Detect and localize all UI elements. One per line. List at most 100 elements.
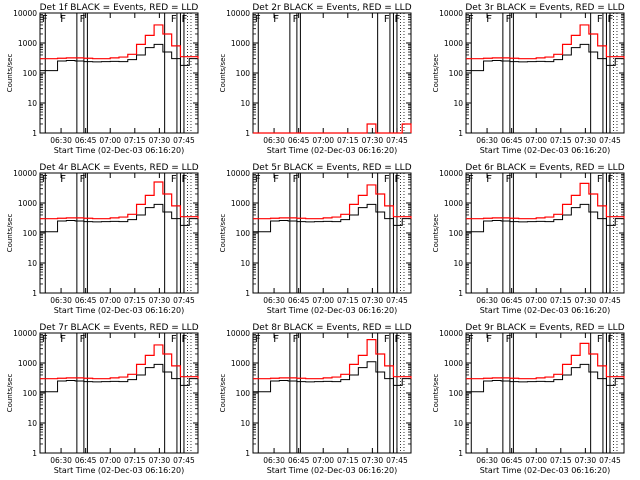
y-axis-label: Counts/sec	[6, 374, 14, 413]
chart-title: Det 5r BLACK = Events, RED = LLD	[252, 163, 411, 173]
flag-label: F	[171, 174, 177, 185]
flag-label: F	[468, 334, 474, 345]
x-tick-label: 06:30	[50, 296, 72, 305]
plot-frame	[465, 172, 625, 294]
x-tick-label: 07:45	[173, 136, 195, 145]
x-tick-label: 07:30	[362, 296, 384, 305]
series-line-lld	[253, 123, 412, 134]
flag-label: F	[394, 14, 400, 25]
x-tick-label: 07:15	[124, 296, 146, 305]
y-tick-label: 100	[449, 389, 464, 398]
flag-label: F	[80, 174, 86, 185]
flag-label: F	[273, 334, 279, 345]
x-axis-label: Start Time (02-Dec-03 06:16:20)	[54, 466, 185, 475]
flag-label: F	[60, 334, 66, 345]
x-tick-label: 07:30	[149, 296, 171, 305]
chart-panel-9: Det 9r BLACK = Events, RED = LLD 1 10 100 10…	[432, 323, 625, 475]
series-line-events	[253, 203, 412, 233]
x-tick-label: 07:00	[525, 456, 547, 465]
y-tick-label: 100	[23, 389, 38, 398]
x-tick-label: 06:45	[75, 456, 97, 465]
flag-label: F	[486, 14, 492, 25]
y-tick-label: 10	[27, 419, 37, 428]
y-tick-label: 1000	[231, 359, 250, 368]
chart-panel-6: Det 6r BLACK = Events, RED = LLD 1 10 100 10…	[432, 163, 625, 315]
y-tick-label: 100	[449, 229, 464, 238]
plot-frame	[465, 332, 625, 454]
flag-label: F	[171, 14, 177, 25]
plot-frame	[465, 12, 625, 134]
flag-label: F	[42, 334, 48, 345]
flag-label: F	[42, 14, 48, 25]
y-tick-label: 10	[27, 259, 37, 268]
y-tick-label: 1000	[444, 39, 463, 48]
y-tick-label: 10000	[13, 329, 37, 338]
flag-label: F	[293, 174, 299, 185]
x-tick-label: 07:45	[599, 136, 621, 145]
x-tick-label: 06:45	[75, 136, 97, 145]
chart-title: Det 6r BLACK = Events, RED = LLD	[465, 163, 624, 173]
flag-label: F	[60, 174, 66, 185]
x-tick-label: 06:30	[476, 136, 498, 145]
x-tick-label: 06:45	[75, 296, 97, 305]
x-axis-label: Start Time (02-Dec-03 06:16:20)	[480, 146, 611, 155]
y-axis-label: Counts/sec	[432, 374, 440, 413]
y-tick-label: 100	[236, 229, 251, 238]
x-axis-label: Start Time (02-Dec-03 06:16:20)	[267, 306, 398, 315]
x-tick-label: 06:45	[288, 456, 310, 465]
x-tick-label: 07:30	[362, 456, 384, 465]
x-tick-label: 07:15	[550, 456, 572, 465]
x-tick-label: 07:30	[149, 136, 171, 145]
x-tick-label: 06:45	[288, 136, 310, 145]
plot-frame	[252, 332, 412, 454]
x-tick-label: 07:00	[312, 136, 334, 145]
series-line-events	[466, 43, 625, 72]
flag-label: F	[506, 334, 512, 345]
series-line-events	[253, 361, 412, 393]
flag-label: F	[181, 334, 187, 345]
y-axis-label: Counts/sec	[6, 54, 14, 93]
plot-frame	[252, 172, 412, 294]
flag-label: F	[607, 14, 613, 25]
chart-title: Det 8r BLACK = Events, RED = LLD	[252, 323, 411, 333]
x-tick-label: 07:15	[124, 136, 146, 145]
series-line-lld	[40, 24, 199, 60]
y-tick-label: 10	[240, 419, 250, 428]
x-tick-label: 07:15	[550, 296, 572, 305]
y-axis-label: Counts/sec	[6, 214, 14, 253]
y-tick-label: 1	[245, 129, 250, 138]
x-axis-label: Start Time (02-Dec-03 06:16:20)	[54, 306, 185, 315]
y-tick-label: 1	[458, 449, 463, 458]
flag-label: F	[597, 174, 603, 185]
flag-label: F	[506, 14, 512, 25]
chart-panel-8: Det 8r BLACK = Events, RED = LLD 1 10 100 10…	[219, 323, 412, 475]
x-axis-label: Start Time (02-Dec-03 06:16:20)	[54, 146, 185, 155]
flag-label: F	[293, 14, 299, 25]
y-tick-label: 10	[27, 99, 37, 108]
series-line-events	[40, 203, 199, 233]
y-tick-label: 10000	[226, 329, 250, 338]
chart-title: Det 9r BLACK = Events, RED = LLD	[465, 323, 624, 333]
x-tick-label: 07:00	[525, 136, 547, 145]
x-tick-label: 07:00	[99, 136, 121, 145]
x-tick-label: 06:30	[263, 296, 285, 305]
x-tick-label: 06:45	[501, 456, 523, 465]
y-axis-label: Counts/sec	[432, 214, 440, 253]
y-tick-label: 1	[32, 129, 37, 138]
flag-label: F	[384, 174, 390, 185]
x-axis-label: Start Time (02-Dec-03 06:16:20)	[480, 306, 611, 315]
flag-label: F	[486, 334, 492, 345]
x-tick-label: 07:45	[386, 136, 408, 145]
y-tick-label: 100	[236, 389, 251, 398]
flag-label: F	[80, 14, 86, 25]
x-tick-label: 07:30	[362, 136, 384, 145]
x-tick-label: 07:15	[550, 136, 572, 145]
flag-label: F	[607, 174, 613, 185]
chart-panel-2: Det 2r BLACK = Events, RED = LLD 1 10 100 10…	[219, 3, 412, 155]
y-tick-label: 1000	[231, 199, 250, 208]
y-tick-label: 10000	[226, 9, 250, 18]
y-tick-label: 10	[240, 259, 250, 268]
x-tick-label: 07:00	[312, 456, 334, 465]
y-tick-label: 100	[23, 69, 38, 78]
